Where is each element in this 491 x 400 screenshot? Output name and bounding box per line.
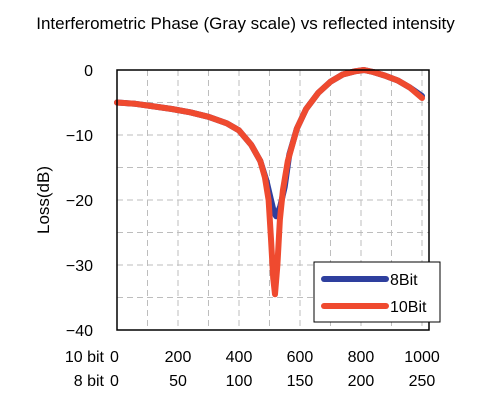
x-tick-label: 600	[287, 349, 314, 366]
x-tick-label: 0	[110, 349, 119, 366]
y-tick-label: −20	[66, 193, 93, 210]
x-tick-labels: 10 bit 0 200 400 600 800 1000 8 bit 0 50 100 150 200…	[65, 349, 440, 390]
x-tick-label: 50	[169, 373, 187, 390]
plot-frame	[116, 69, 430, 331]
x-tick-label: 100	[226, 373, 253, 390]
legend: 8Bit 10Bit	[313, 261, 441, 323]
x-tick-label: 250	[409, 373, 436, 390]
y-tick-label: −30	[66, 258, 93, 275]
legend-label: 10Bit	[390, 299, 427, 316]
y-axis-label: Loss(dB)	[34, 166, 53, 234]
x-tick-label: 200	[165, 349, 192, 366]
x-tick-label: 400	[226, 349, 253, 366]
y-tick-label: 0	[84, 63, 93, 80]
x-tick-label: 150	[287, 373, 314, 390]
x-tick-label: 0	[110, 373, 119, 390]
x-tick-label: 200	[348, 373, 375, 390]
x-tick-label: 800	[348, 349, 375, 366]
y-tick-label: −10	[66, 128, 93, 145]
x-tick-label: 1000	[404, 349, 440, 366]
legend-label: 8Bit	[390, 272, 418, 289]
y-tick-labels: 0 −10 −20 −30 −40	[66, 63, 93, 340]
chart-title: Interferometric Phase (Gray scale) vs re…	[36, 14, 455, 33]
legend-box	[313, 261, 441, 323]
y-tick-label: −40	[66, 323, 93, 340]
x-axis-label: 10 bit	[65, 349, 105, 366]
x-axis-label: 8 bit	[74, 373, 105, 390]
